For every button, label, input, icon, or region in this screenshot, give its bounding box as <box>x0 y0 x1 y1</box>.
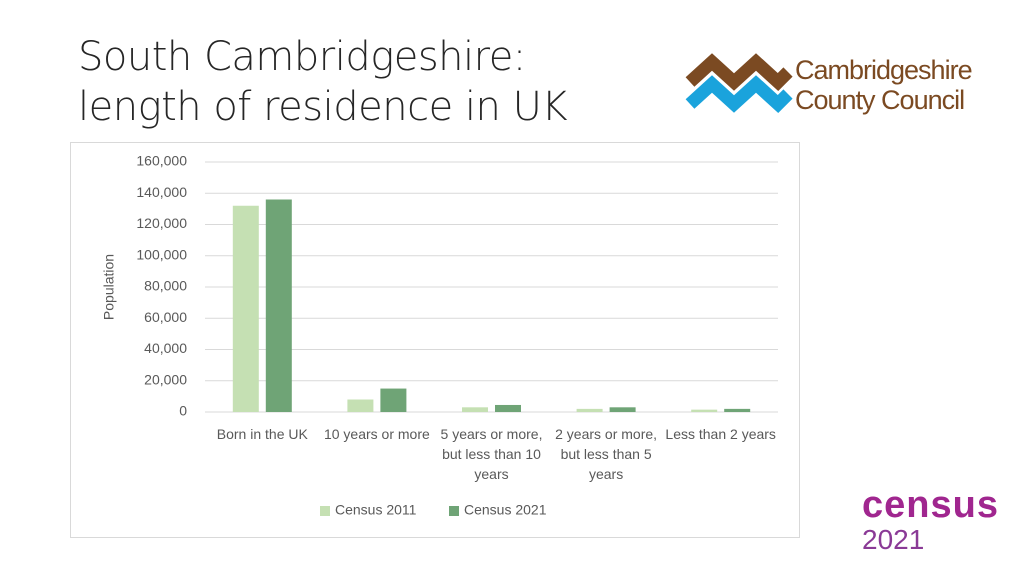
bar <box>691 409 718 412</box>
census-year: 2021 <box>862 524 925 555</box>
legend-swatch <box>320 506 330 516</box>
legend-label: Census 2011 <box>335 502 417 518</box>
census-word: census <box>862 484 999 526</box>
x-tick-label: 10 years or more <box>323 426 430 442</box>
bar <box>724 408 751 412</box>
bar <box>495 404 521 412</box>
bar <box>232 205 259 412</box>
x-tick-label: 2 years or more, but less than 5 years <box>555 426 658 482</box>
slide-title: South Cambridgeshire: length of residenc… <box>78 34 568 130</box>
x-tick-label: 5 years or more, but less than 10 years <box>440 426 543 482</box>
legend-swatch <box>449 506 459 516</box>
bar <box>347 399 374 412</box>
bar <box>265 199 292 412</box>
chart-frame <box>70 142 800 538</box>
y-tick-label: 160,000 <box>136 153 187 169</box>
bar <box>576 408 603 412</box>
logo-line2: County Council <box>795 85 965 115</box>
bar <box>609 407 636 412</box>
y-tick-label: 60,000 <box>144 309 187 325</box>
legend-label: Census 2021 <box>464 502 547 518</box>
y-tick-label: 0 <box>179 403 187 419</box>
y-tick-label: 120,000 <box>136 215 187 231</box>
x-tick-label: Born in the UK <box>216 426 308 442</box>
y-tick-label: 140,000 <box>136 184 187 200</box>
y-tick-label: 80,000 <box>144 278 187 294</box>
y-tick-label: 40,000 <box>144 340 187 356</box>
bar <box>380 388 407 412</box>
y-tick-label: 100,000 <box>136 246 187 262</box>
x-tick-label: Less than 2 years <box>665 426 776 442</box>
y-tick-label: 20,000 <box>144 371 187 387</box>
bar <box>462 407 488 412</box>
logo-mark <box>685 53 793 113</box>
logo-line1: Cambridgeshire <box>795 55 973 85</box>
y-axis-label: Population <box>101 254 117 320</box>
